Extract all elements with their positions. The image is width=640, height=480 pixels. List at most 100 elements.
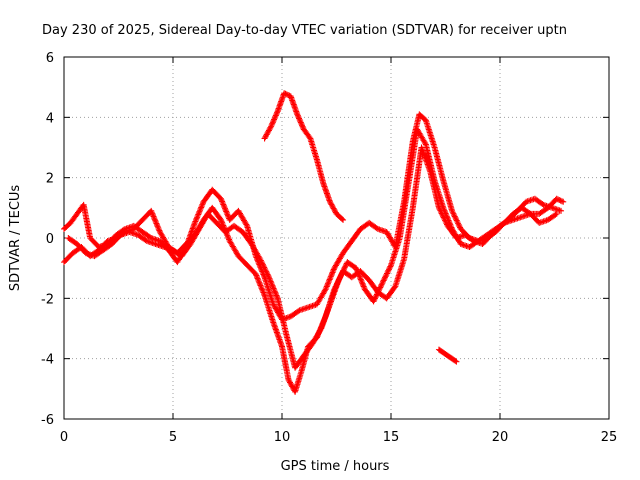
marker-track-3-23-1 [266,275,273,282]
marker-track-1-46-11 [456,223,463,230]
marker-track-1-31-1 [323,284,330,291]
marker-track-3-8-6 [142,237,149,244]
series-layer [61,90,567,395]
marker-track-3-35-9 [376,285,383,292]
marker-track-3-23-3 [267,278,274,285]
marker-track-1-31-7 [326,276,333,283]
y-tick-label: 6 [46,51,54,66]
marker-track-3-43-11 [446,220,453,227]
marker-track-4-3-2 [283,91,290,98]
x-tick-label: 10 [274,430,291,445]
marker-track-3-22-7 [261,265,268,272]
x-axis-label: GPS time / hours [281,459,390,474]
marker-track-3-36-8 [384,269,391,276]
marker-track-2-22-12 [259,288,266,295]
marker-track-1-58-1 [554,196,561,203]
marker-track-2-10-5 [151,214,158,221]
y-tick-label: -6 [41,413,54,428]
marker-track-3-31-3 [337,273,344,280]
marker-track-1-16-11 [198,204,205,211]
y-tick-label: -4 [41,353,54,368]
marker-track-2-10-14 [156,227,163,234]
marker-track-2-22-10 [258,285,265,292]
y-tick-label: -2 [41,292,54,307]
marker-track-2-18 [217,216,224,223]
marker-track-3-22-10 [263,270,270,277]
marker-track-3-33-1 [353,266,360,273]
x-tick-label: 20 [492,430,509,445]
series-track-2 [61,144,565,395]
marker-track-2-10-3 [149,212,156,219]
marker-track-1-31-8 [327,275,334,282]
marker-track-1-31 [322,286,329,293]
marker-track-4-1-4 [270,117,277,124]
marker-track-1-16-8 [196,208,203,215]
marker-track-3-36-12 [387,263,394,270]
marker-track-1-19-10 [223,209,230,216]
marker-track-1-21-10 [243,221,250,228]
marker-track-3-31-6 [339,268,346,275]
marker-track-2-10-12 [155,224,162,231]
marker-track-1-19 [217,195,224,202]
marker-track-1-36-6 [373,225,380,232]
marker-track-3-23-7 [269,284,276,291]
marker-track-4-1-1 [268,122,275,129]
marker-track-4-3-3 [285,92,292,99]
marker-track-2-22-8 [257,282,264,289]
marker-track-3-36 [379,280,386,287]
marker-track-3-35-7 [375,288,382,295]
marker-track-1-46 [449,207,456,214]
marker-track-3-22-1 [257,257,264,264]
marker-track-3-23-6 [269,282,276,289]
marker-track-2-22-9 [258,283,265,290]
marker-track-1-46-3 [451,212,458,219]
marker-track-3-33 [353,265,360,272]
marker-track-1-16-2 [192,217,199,224]
marker-track-3-35-3 [372,294,379,301]
y-axis: -6 -4 -2 0 2 4 6 [41,51,609,428]
marker-track-3-22-2 [258,258,265,265]
marker-track-1-19-1 [218,197,225,204]
marker-track-3-43-6 [443,213,450,220]
marker-track-2-22-5 [255,278,262,285]
marker-track-3-33-13 [360,283,367,290]
marker-track-3-31-5 [339,270,346,277]
marker-track-1-16-9 [197,207,204,214]
marker-track-5-3-3 [452,357,459,364]
series-track-3 [65,126,560,371]
marker-track-1-31-11 [328,270,335,277]
marker-track-1-59 [560,198,567,205]
marker-track-3-33-12 [360,282,367,289]
marker-track-2-47-6 [469,237,476,244]
marker-track-4-5-2 [295,114,302,121]
marker-track-1-19-9 [223,208,230,215]
marker-track-4-5 [294,111,301,118]
marker-track-4-1-9 [273,111,280,118]
marker-track-1-19-6 [221,204,228,211]
marker-track-3-43-5 [443,211,450,218]
marker-track-3-36-6 [383,271,390,278]
marker-track-3-23-12 [272,291,279,298]
marker-track-2-10-10 [154,221,161,228]
marker-track-3-23-9 [271,286,278,293]
marker-track-3-22-3 [259,260,266,267]
marker-track-3-35 [370,298,377,305]
marker-track-4-5-6 [297,119,304,126]
marker-track-2-18-1 [218,218,225,225]
marker-track-4-3 [281,90,288,97]
marker-track-1-19-8 [222,207,229,214]
marker-track-2-10-11 [154,223,161,230]
marker-track-3-31-1 [336,275,343,282]
marker-track-1-31-4 [324,280,331,287]
marker-track-2-38-9 [391,284,398,291]
marker-track-1-19-2 [219,198,226,205]
marker-track-3-22-12 [265,272,272,279]
marker-track-3-22-4 [259,261,266,268]
y-tick-label: 4 [46,111,54,126]
marker-track-1-16-7 [195,210,202,217]
marker-track-2-10-2 [149,210,156,217]
marker-track-3-33-10 [358,279,365,286]
marker-track-3-22 [257,256,264,263]
marker-track-3-36-11 [386,264,393,271]
marker-track-1-31-5 [325,279,332,286]
